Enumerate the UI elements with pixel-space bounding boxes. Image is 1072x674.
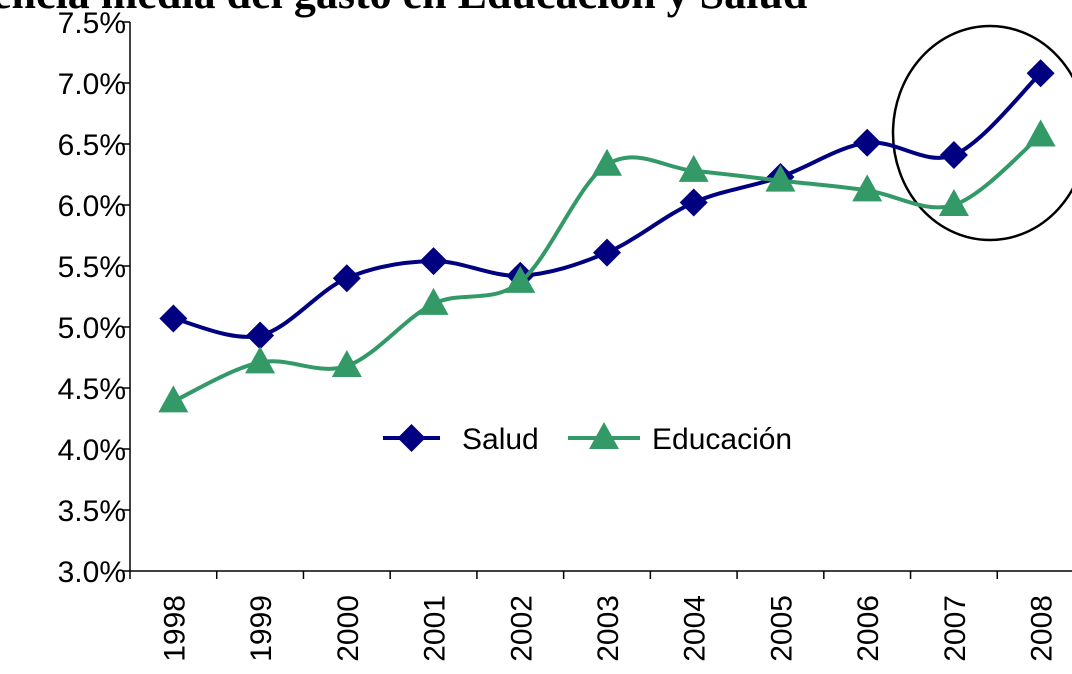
x-tick-label: 2003 <box>592 595 625 662</box>
x-tick-label: 1999 <box>245 595 278 662</box>
marker <box>159 304 188 333</box>
marker <box>765 164 796 192</box>
marker <box>1025 119 1056 147</box>
marker <box>397 424 426 452</box>
y-tick-label: 5.5% <box>58 251 126 284</box>
chart-title: encia media del gasto en Educación y Sal… <box>0 0 807 18</box>
y-tick-label: 4.0% <box>58 434 126 467</box>
marker <box>246 321 275 350</box>
x-tick-label: 2007 <box>939 595 972 662</box>
series-line <box>172 71 1043 339</box>
marker <box>938 189 969 216</box>
marker <box>678 154 709 182</box>
legend-label: Educación <box>652 423 792 456</box>
y-tick-label: 6.5% <box>58 129 126 162</box>
marker <box>245 346 276 374</box>
x-tick-label: 2005 <box>765 595 798 662</box>
marker <box>158 385 189 413</box>
y-tick-label: 7.0% <box>58 68 126 101</box>
marker <box>593 238 621 267</box>
y-tick-label: 7.5% <box>58 7 126 40</box>
marker <box>939 140 968 169</box>
marker <box>592 148 622 176</box>
x-tick-label: 2000 <box>332 595 365 662</box>
highlight-circle <box>891 24 1072 242</box>
y-tick-label: 6.0% <box>58 190 126 223</box>
marker <box>419 247 448 276</box>
y-tick-label: 3.0% <box>58 556 126 589</box>
x-tick-label: 2008 <box>1026 595 1059 662</box>
y-tick-label: 5.0% <box>58 312 126 345</box>
legend-label: Salud <box>462 423 539 456</box>
marker <box>589 422 619 449</box>
marker <box>852 174 883 202</box>
x-tick-label: 2004 <box>679 595 712 662</box>
x-tick-label: 2006 <box>852 595 885 662</box>
marker <box>418 287 449 315</box>
marker <box>505 265 536 293</box>
marker <box>331 350 362 378</box>
x-tick-label: 1998 <box>158 595 191 662</box>
marker <box>853 128 882 157</box>
marker <box>679 188 708 217</box>
marker <box>1026 59 1055 88</box>
y-tick-label: 4.5% <box>58 373 126 406</box>
marker <box>332 264 361 293</box>
x-tick-label: 2002 <box>505 595 538 662</box>
y-tick-label: 3.5% <box>58 495 126 528</box>
x-tick-label: 2001 <box>419 595 452 662</box>
